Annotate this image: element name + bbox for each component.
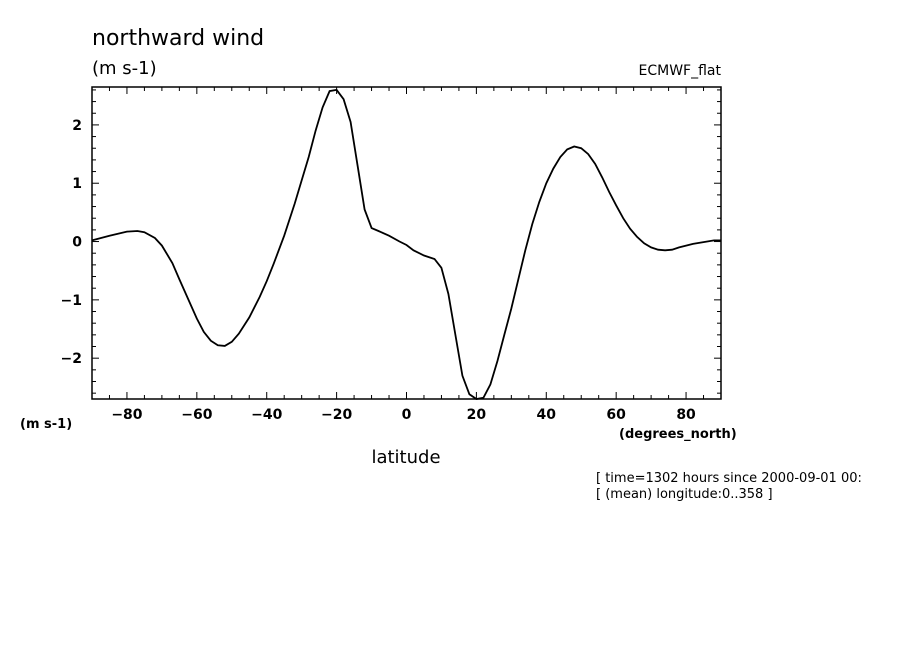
x-tick-label: −40 (251, 407, 282, 423)
y-tick-label: −2 (61, 351, 82, 367)
x-tick-label: 40 (537, 407, 557, 423)
data-source-label: ECMWF_flat (639, 63, 722, 79)
x-axis-label: latitude (371, 447, 440, 468)
footer-time: [ time=1302 hours since 2000-09-01 00: (596, 471, 862, 486)
y-tick-labels: −2 −1 0 1 2 (61, 118, 83, 367)
y-tick-label: 1 (72, 176, 82, 192)
chart-units: (m s-1) (92, 58, 157, 79)
x-tick-label: −60 (181, 407, 212, 423)
series-line (91, 88, 721, 400)
x-tick-label: 60 (606, 407, 626, 423)
x-tick-label: 80 (676, 407, 696, 423)
chart-title: northward wind (92, 26, 264, 51)
y-axis-label: (m s-1) (20, 417, 72, 432)
y-tick-label: −1 (61, 293, 82, 309)
x-tick-label: 20 (467, 407, 487, 423)
y-tick-label: 0 (72, 235, 82, 251)
x-tick-labels: −80 −60 −40 −20 0 20 40 60 80 (111, 407, 696, 423)
x-tick-label: −80 (111, 407, 142, 423)
plot-frame (91, 86, 722, 400)
y-tick-label: 2 (72, 118, 82, 134)
x-axis-units: (degrees_north) (619, 427, 737, 442)
axis-ticks (91, 87, 722, 399)
footer-longitude: [ (mean) longitude:0..358 ] (596, 487, 773, 502)
x-tick-label: −20 (321, 407, 352, 423)
x-tick-label: 0 (402, 407, 412, 423)
